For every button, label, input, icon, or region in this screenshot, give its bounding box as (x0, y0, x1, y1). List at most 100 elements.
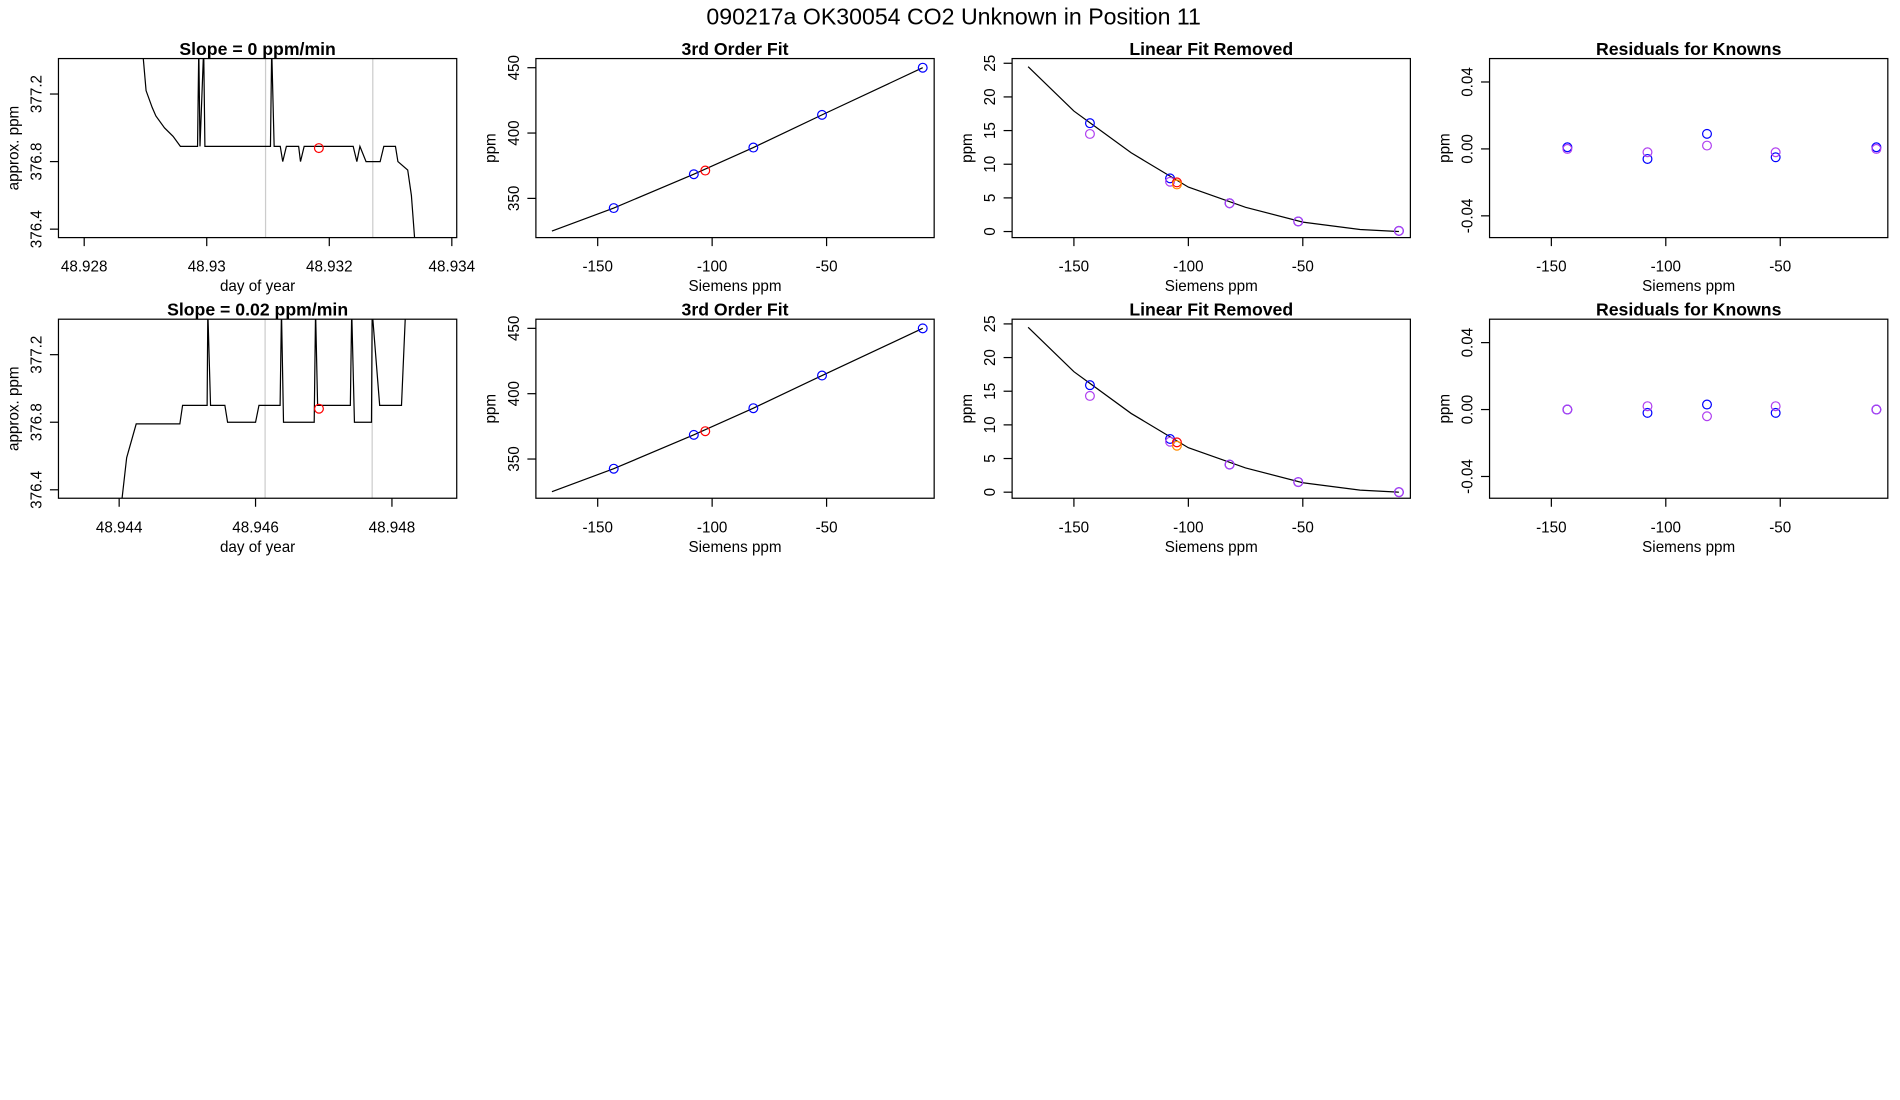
point (1642, 153, 1653, 164)
x-tick-label: -100 (1651, 519, 1681, 536)
point (1171, 437, 1182, 448)
y-tick-label: 350 (506, 186, 523, 211)
x-tick-label: 48.948 (369, 519, 416, 536)
point (1871, 404, 1882, 415)
point (1393, 487, 1404, 498)
y-tick-label: 0 (982, 488, 999, 496)
x-tick-label: 48.932 (306, 259, 353, 276)
point (1293, 477, 1304, 488)
x-tick-label: 48.928 (61, 259, 108, 276)
y-tick-label: 5 (982, 454, 999, 462)
x-tick-label: -50 (1769, 259, 1791, 276)
panel-title: 3rd Order Fit (682, 300, 789, 320)
point (1562, 143, 1573, 154)
point (1171, 440, 1182, 451)
x-axis-label: day of year (220, 539, 295, 556)
point (1642, 407, 1653, 418)
y-tick-label: 25 (982, 315, 999, 332)
page-title: 090217a OK30054 CO2 Unknown in Position … (706, 3, 1201, 29)
x-axis-label: Siemens ppm (1642, 278, 1735, 295)
panel-title: Slope = 0 ppm/min (179, 39, 335, 59)
y-axis-label: ppm (1436, 394, 1453, 424)
point (748, 142, 759, 153)
series-line (551, 67, 923, 232)
y-tick-label: 350 (506, 446, 523, 471)
y-tick-label: 377.2 (28, 75, 45, 113)
y-tick-label: 0.04 (1460, 327, 1477, 357)
point (1702, 140, 1712, 151)
y-tick-label: 376.8 (28, 403, 45, 441)
point (1770, 401, 1781, 412)
y-tick-label: 10 (982, 156, 999, 173)
x-tick-label: 48.93 (188, 259, 226, 276)
x-axis-label: Siemens ppm (1165, 278, 1258, 295)
x-tick-label: -50 (816, 259, 838, 276)
y-tick-label: 5 (982, 194, 999, 202)
point (1393, 225, 1404, 236)
panel-title: Linear Fit Removed (1129, 300, 1293, 320)
y-tick-label: 0.00 (1460, 395, 1477, 425)
plot-area (1562, 128, 1882, 164)
point (700, 165, 711, 176)
point (1871, 143, 1882, 154)
series-line (551, 327, 923, 493)
panel-title: Slope = 0.02 ppm/min (167, 300, 348, 320)
x-tick-label: -150 (1059, 259, 1089, 276)
point (1642, 147, 1653, 158)
plot-area (1562, 399, 1882, 422)
y-tick-label: -0.04 (1460, 198, 1477, 233)
y-axis-label: approx. ppm (5, 106, 22, 191)
y-tick-label: 376.4 (28, 470, 45, 509)
point (1702, 399, 1712, 410)
y-tick-label: 0.04 (1460, 67, 1477, 97)
x-tick-label: -150 (1536, 259, 1566, 276)
plot-area (551, 62, 928, 232)
x-tick-label: -100 (697, 519, 727, 536)
x-tick-label: -50 (1769, 519, 1791, 536)
x-tick-label: -100 (697, 259, 727, 276)
x-axis-label: Siemens ppm (689, 278, 782, 295)
point (917, 323, 928, 334)
plot-box (1488, 318, 1889, 499)
x-tick-label: -50 (1292, 259, 1314, 276)
point (313, 403, 324, 414)
panel-title: Residuals for Knowns (1596, 39, 1782, 59)
y-tick-label: 15 (982, 122, 999, 139)
point (817, 109, 828, 120)
series-line (121, 319, 406, 499)
plot-box (535, 318, 935, 499)
x-tick-label: -50 (1292, 519, 1314, 536)
plot-area (551, 323, 928, 493)
plot-box (1488, 57, 1889, 239)
y-axis-label: ppm (483, 394, 500, 424)
y-axis-label: approx. ppm (5, 366, 22, 451)
series-line (142, 58, 416, 238)
y-tick-label: 376.8 (28, 143, 45, 181)
y-axis-label: ppm (959, 133, 976, 163)
point (688, 429, 699, 440)
plot-area (1027, 326, 1404, 498)
x-axis-label: day of year (220, 278, 295, 295)
x-tick-label: 48.934 (429, 259, 476, 276)
x-axis-label: Siemens ppm (1642, 539, 1735, 556)
point (688, 169, 699, 180)
point (1562, 404, 1573, 415)
y-axis-label: ppm (1436, 133, 1453, 163)
point (313, 143, 324, 154)
plot-area (121, 319, 406, 499)
point (1702, 411, 1712, 422)
x-axis-label: Siemens ppm (689, 539, 782, 556)
point (1770, 152, 1781, 163)
point (1224, 198, 1235, 209)
y-tick-label: 0.00 (1460, 134, 1477, 164)
series-line (1027, 66, 1399, 233)
plot-area (142, 58, 416, 238)
x-tick-label: -150 (1059, 519, 1089, 536)
plot-box (535, 57, 935, 239)
point (1084, 380, 1095, 391)
y-tick-label: 450 (506, 55, 523, 80)
y-tick-label: 25 (982, 55, 999, 72)
point (1702, 128, 1712, 139)
y-axis-label: ppm (959, 394, 976, 424)
